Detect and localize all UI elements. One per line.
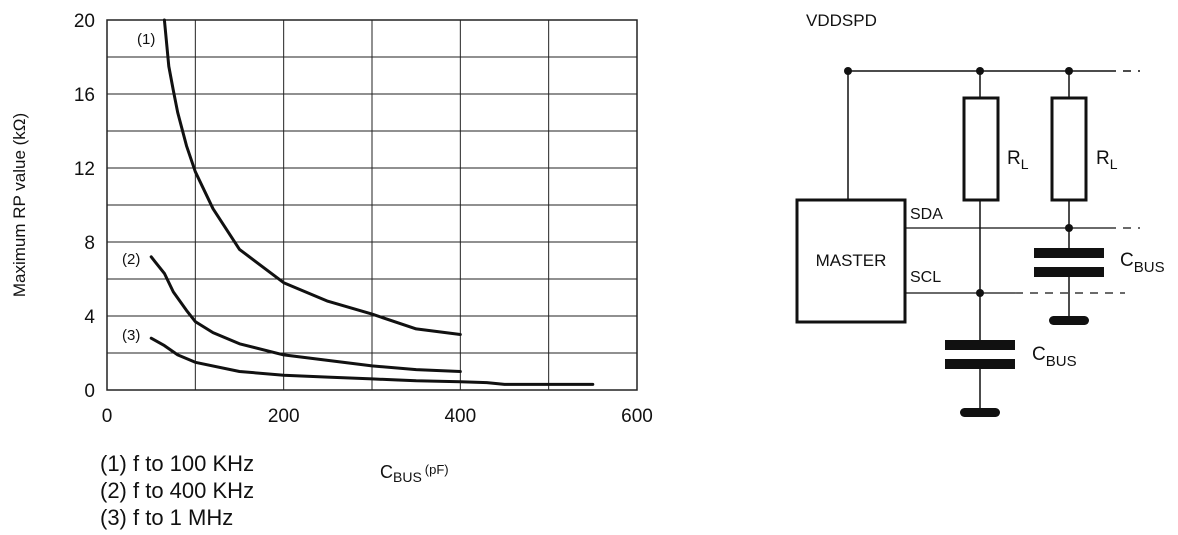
scl-capacitor-plate-top (945, 340, 1015, 350)
y-tick-label: 4 (84, 307, 95, 328)
resistor-1-label-sub: L (1021, 156, 1029, 172)
resistor-1-label: RL (1007, 148, 1029, 172)
scl-capacitor-label: CBUS (1032, 344, 1077, 370)
chart-legend: (1) f to 100 KHz (2) f to 400 KHz (3) f … (100, 450, 254, 531)
resistor-1-label-main: R (1007, 148, 1021, 169)
x-tick-label: 600 (621, 406, 653, 427)
resistor-1 (962, 96, 1000, 202)
x-axis-label-sub: BUS (393, 469, 422, 485)
resistor-2 (1050, 96, 1088, 202)
x-axis-label: CBUS (pF) (380, 462, 449, 485)
scl-capacitor-ground-icon (960, 408, 1000, 417)
curve-label-1: (1) (137, 31, 155, 48)
x-axis-label-main: C (380, 462, 393, 482)
supply-label: VDDSPD (806, 11, 877, 30)
sda-capacitor-ground-icon (1049, 316, 1089, 325)
series-line-2 (149, 255, 462, 373)
legend-item-1: (1) f to 100 KHz (100, 451, 255, 476)
scl-capacitor-plate-bottom (945, 359, 1015, 369)
y-tick-label: 20 (74, 11, 95, 32)
chart-series (149, 18, 595, 386)
sda-capacitor-label-main: C (1120, 250, 1134, 271)
scl-capacitor-label-main: C (1032, 344, 1046, 365)
x-tick-label: 0 (102, 406, 113, 427)
curve-label-3: (3) (122, 327, 140, 344)
x-axis-label-unit: (pF) (425, 462, 449, 477)
master-block (795, 198, 907, 324)
sda-capacitor-label: CBUS (1120, 250, 1165, 276)
y-tick-label: 8 (84, 233, 95, 254)
master-label: MASTER (816, 251, 887, 270)
sda-capacitor-label-sub: BUS (1134, 259, 1165, 276)
resistor-2-label-sub: L (1110, 156, 1118, 172)
y-axis-label: Maximum RP value (kΩ) (10, 113, 29, 297)
resistor-2-label-main: R (1096, 148, 1110, 169)
x-tick-label: 200 (268, 406, 300, 427)
x-tick-label: 400 (444, 406, 476, 427)
y-tick-label: 0 (84, 381, 95, 402)
plot-frame (106, 19, 638, 391)
scl-label: SCL (910, 269, 941, 286)
series-line-1 (162, 18, 462, 336)
scl-capacitor-label-sub: BUS (1046, 353, 1077, 370)
legend-item-3: (3) f to 1 MHz (100, 505, 234, 530)
curve-label-2: (2) (122, 251, 140, 268)
legend-item-2: (2) f to 400 KHz (100, 478, 255, 503)
series-line-3 (149, 336, 595, 386)
resistor-2-label: RL (1096, 148, 1118, 172)
circuit-schematic: VDDSPD MASTER SDA SCL RL RL (795, 11, 1165, 417)
y-tick-label: 16 (74, 85, 95, 106)
sda-capacitor-plate-top (1034, 248, 1104, 258)
sda-label: SDA (910, 206, 943, 223)
chart-grid (107, 20, 637, 390)
sda-capacitor-plate-bottom (1034, 267, 1104, 277)
y-tick-label: 12 (74, 159, 95, 180)
